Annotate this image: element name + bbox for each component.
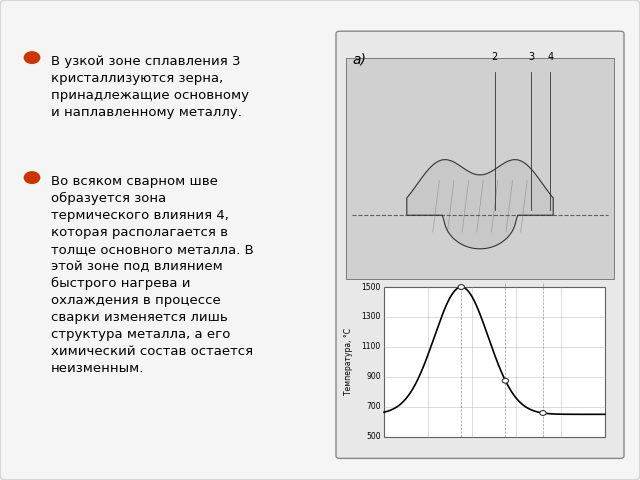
Text: Температура, °С: Температура, °С	[344, 328, 353, 396]
Text: 1500: 1500	[362, 283, 381, 291]
Bar	[384, 287, 605, 437]
Bar	[346, 58, 614, 278]
Text: 1100: 1100	[362, 342, 381, 351]
Text: В узкой зоне сплавления 3
кристаллизуются зерна,
принадлежащие основному
и напла: В узкой зоне сплавления 3 кристаллизуютс…	[51, 55, 249, 119]
Text: 4: 4	[547, 52, 554, 62]
Polygon shape	[407, 160, 553, 249]
Circle shape	[24, 52, 40, 63]
Circle shape	[24, 172, 40, 183]
FancyBboxPatch shape	[336, 31, 624, 458]
Text: 2: 2	[492, 52, 498, 62]
Circle shape	[458, 285, 465, 289]
Text: Во всяком сварном шве
образуется зона
термического влияния 4,
которая располагае: Во всяком сварном шве образуется зона те…	[51, 175, 254, 375]
Circle shape	[502, 378, 509, 383]
Text: а): а)	[352, 53, 366, 67]
Text: 500: 500	[366, 432, 381, 441]
Text: 3: 3	[528, 52, 534, 62]
Text: 900: 900	[366, 372, 381, 382]
Text: 1300: 1300	[362, 312, 381, 322]
Text: 700: 700	[366, 402, 381, 411]
Circle shape	[540, 410, 546, 415]
